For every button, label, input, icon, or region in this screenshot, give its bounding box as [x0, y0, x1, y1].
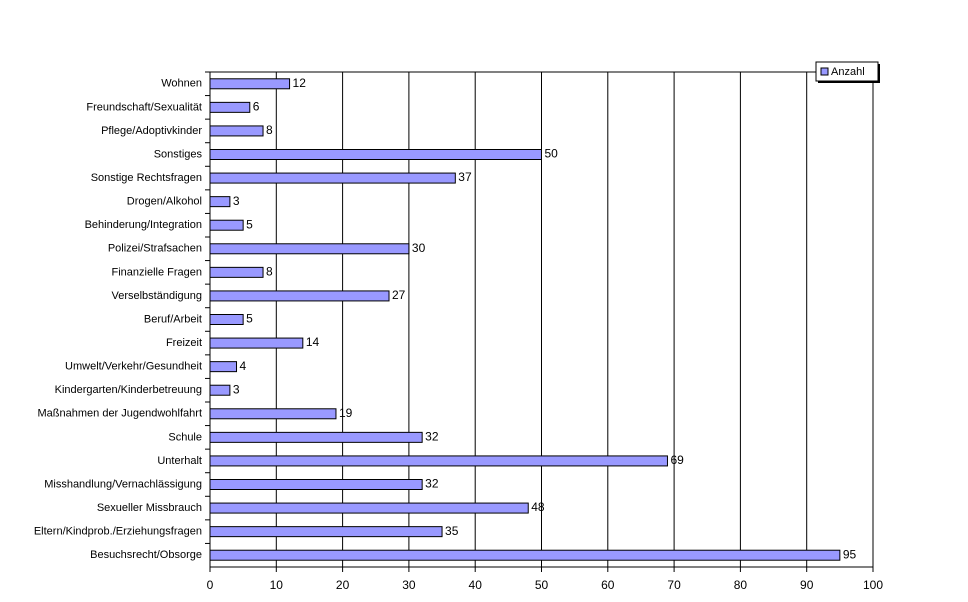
bar: [209, 101, 251, 113]
data-label: 19: [339, 406, 353, 420]
bar: [209, 431, 423, 443]
bar: [209, 78, 291, 90]
x-tick-label: 20: [336, 578, 350, 592]
data-label: 12: [293, 76, 307, 90]
data-label: 30: [412, 241, 426, 255]
x-tick-label: 50: [535, 578, 549, 592]
x-tick-label: 10: [270, 578, 284, 592]
bar: [209, 455, 668, 467]
bar: [209, 502, 529, 514]
y-tick-label: Sonstige Rechtsfragen: [91, 172, 202, 184]
y-tick-label: Freundschaft/Sexualität: [86, 101, 202, 113]
x-tick-label: 70: [667, 578, 681, 592]
bar: [209, 243, 410, 255]
data-label: 3: [233, 194, 240, 208]
x-tick-label: 90: [800, 578, 814, 592]
data-label: 95: [843, 547, 857, 561]
data-label: 69: [670, 453, 684, 467]
y-tick-label: Sonstiges: [154, 148, 203, 160]
bar: [209, 479, 423, 490]
y-tick-label: Polizei/Strafsachen: [108, 243, 202, 255]
y-tick-label: Wohnen: [161, 78, 202, 90]
y-tick-label: Beruf/Arbeit: [144, 313, 202, 325]
x-tick-label: 60: [601, 578, 615, 592]
data-label: 48: [531, 500, 545, 514]
y-tick-label: Kindergarten/Kinderbetreuung: [55, 384, 202, 396]
y-tick-label: Maßnahmen der Jugendwohlfahrt: [38, 408, 202, 420]
bar: [209, 196, 231, 208]
bar: [209, 266, 264, 278]
bar: [209, 337, 304, 349]
data-label: 35: [445, 524, 459, 538]
y-tick-label: Sexueller Missbrauch: [97, 502, 202, 514]
data-label: 27: [392, 288, 406, 302]
y-tick-label: Unterhalt: [157, 455, 202, 467]
y-tick-label: Pflege/Adoptivkinder: [101, 125, 202, 137]
data-label: 37: [458, 170, 472, 184]
data-label: 8: [266, 265, 273, 279]
data-label: 8: [266, 123, 273, 137]
bar: [209, 526, 443, 538]
bar: [209, 172, 456, 184]
y-tick-label: Besuchsrecht/Obsorge: [90, 549, 202, 561]
x-tick-label: 0: [207, 578, 214, 592]
x-tick-label: 80: [734, 578, 748, 592]
data-label: 6: [253, 100, 260, 114]
y-tick-label: Umwelt/Verkehr/Gesundheit: [65, 361, 202, 373]
y-tick-label: Drogen/Alkohol: [127, 196, 202, 208]
y-tick-label: Schule: [168, 431, 202, 443]
data-label: 32: [425, 477, 439, 491]
x-tick-label: 30: [402, 578, 416, 592]
y-tick-label: Behinderung/Integration: [85, 219, 202, 231]
x-tick-label: 100: [863, 578, 883, 592]
y-tick-label: Verselbständigung: [111, 290, 202, 302]
bar: [209, 361, 238, 373]
data-label: 5: [246, 217, 253, 231]
y-tick-label: Finanzielle Fragen: [112, 266, 203, 278]
y-tick-label: Misshandlung/Vernachlässigung: [44, 478, 202, 490]
legend-box: [815, 61, 879, 82]
data-label: 50: [545, 147, 559, 161]
data-label: 32: [425, 430, 439, 444]
bar: [209, 549, 841, 561]
bar: [209, 314, 244, 325]
x-tick-label: 40: [469, 578, 483, 592]
data-label: 5: [246, 312, 253, 326]
y-tick-label: Freizeit: [166, 337, 202, 349]
legend-label: Anzahl: [831, 66, 865, 78]
bar: [209, 384, 231, 396]
data-label: 3: [233, 382, 240, 396]
data-label: 4: [240, 359, 247, 373]
bar: [209, 149, 542, 160]
bar: [209, 125, 264, 137]
y-tick-label: Eltern/Kindprob./Erziehungsfragen: [34, 526, 202, 538]
data-label: 14: [306, 335, 320, 349]
bar: [209, 290, 390, 302]
bar: [209, 219, 244, 231]
bar: [209, 408, 337, 420]
legend-swatch: [820, 67, 829, 76]
